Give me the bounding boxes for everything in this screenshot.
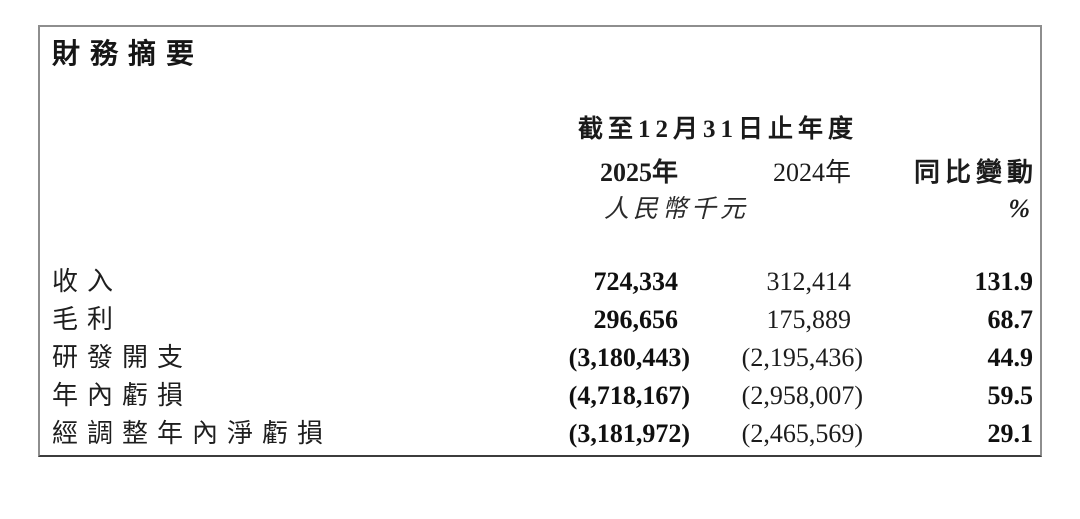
value-2024: (2,195,436)	[741, 343, 863, 372]
table-row-revenue: 收入 724,334 312,414 131.9	[52, 263, 1033, 301]
header-period-row: 截至12月31日止年度	[52, 115, 1033, 145]
table-row-rd-expenses: 研發開支 (3,180,443) (2,195,436) 44.9	[52, 339, 1033, 377]
column-header-2025: 2025年	[599, 158, 678, 187]
row-label: 年內虧損	[52, 381, 193, 410]
value-change: 44.9	[987, 343, 1034, 372]
value-2024: (2,465,569)	[741, 419, 863, 448]
row-label: 收入	[52, 267, 123, 296]
value-change: 68.7	[987, 305, 1034, 334]
value-change: 29.1	[987, 419, 1034, 448]
column-header-2024: 2024年	[772, 158, 851, 187]
table-row-adjusted-net-loss: 經調整年內淨虧損 (3,181,972) (2,465,569) 29.1	[52, 415, 1033, 453]
value-change: 131.9	[974, 267, 1034, 296]
period-header: 截至12月31日止年度	[577, 116, 858, 143]
value-change: 59.5	[987, 381, 1034, 410]
financial-table-body: 收入 724,334 312,414 131.9 毛利 296,656 175,…	[52, 263, 1033, 453]
panel-title: 財務摘要	[52, 39, 205, 70]
row-label: 研發開支	[52, 343, 193, 372]
table-row-gross-profit: 毛利 296,656 175,889 68.7	[52, 301, 1033, 339]
table-row-loss-for-year: 年內虧損 (4,718,167) (2,958,007) 59.5	[52, 377, 1033, 415]
value-2025: (3,180,443)	[568, 343, 690, 372]
row-label: 毛利	[52, 305, 123, 334]
header-years-row: 2025年 2024年 同比變動	[52, 156, 1033, 189]
row-label: 經調整年內淨虧損	[52, 419, 333, 448]
header-unit-row: 人民幣千元 %	[52, 192, 1033, 227]
value-2025: 296,656	[593, 305, 679, 334]
column-header-change: 同比變動	[863, 156, 1033, 189]
value-2025: (3,181,972)	[568, 419, 690, 448]
value-2025: 724,334	[593, 267, 679, 296]
currency-unit-label: 人民幣千元	[603, 196, 749, 223]
value-2025: (4,718,167)	[568, 381, 690, 410]
value-2024: (2,958,007)	[741, 381, 863, 410]
column-header-change-label: 同比變動	[913, 158, 1038, 187]
value-2024: 312,414	[766, 267, 852, 296]
percent-unit-label: %	[1008, 194, 1030, 223]
financial-summary-panel: 財務摘要 截至12月31日止年度 2025年 2024年 同比變動 人民幣千元 …	[38, 25, 1042, 457]
value-2024: 175,889	[766, 305, 852, 334]
